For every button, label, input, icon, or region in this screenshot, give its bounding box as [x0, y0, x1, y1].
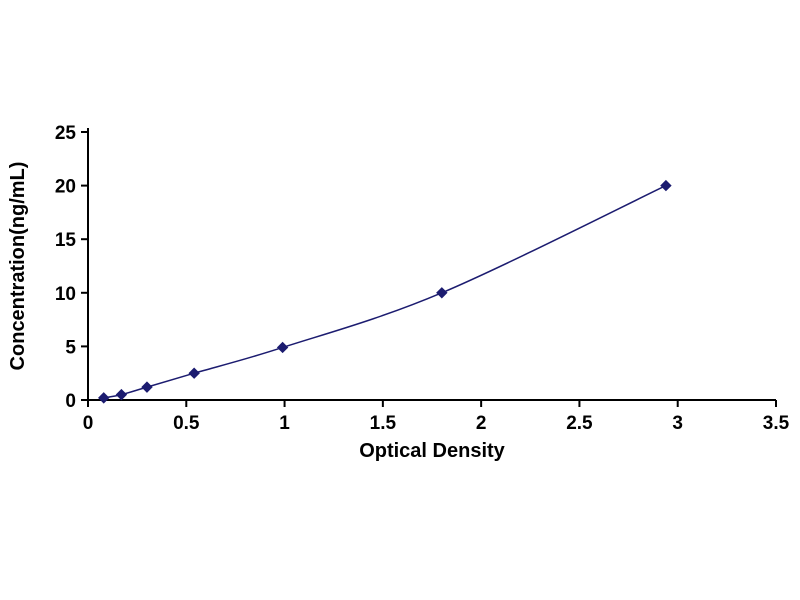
- data-point-marker: [98, 392, 110, 404]
- x-axis-label: Optical Density: [359, 440, 505, 462]
- data-point-marker: [141, 381, 153, 393]
- y-axis-label: Concentration(ng/mL): [7, 162, 29, 371]
- data-point-marker: [115, 388, 128, 401]
- y-tick-label: 0: [65, 391, 76, 412]
- data-point-marker: [276, 341, 289, 354]
- x-tick-label: 2.5: [566, 413, 593, 434]
- x-tick-label: 0.5: [173, 413, 200, 434]
- x-tick-label: 3: [672, 413, 683, 434]
- data-point-marker: [188, 367, 200, 379]
- plot-area: 0 0.5 1 1.5 2 2.5 3 3.5 0 5 10 15 20 25: [55, 123, 790, 434]
- y-tick-label: 15: [55, 230, 77, 251]
- x-tick-label: 0: [83, 413, 94, 434]
- x-tick-label: 3.5: [763, 413, 790, 434]
- data-point-marker: [436, 287, 448, 299]
- y-tick-label: 25: [55, 123, 77, 144]
- x-tick-label: 1.5: [370, 413, 397, 434]
- data-point-marker: [660, 179, 672, 192]
- y-tick-label: 10: [55, 284, 76, 305]
- x-tick-label: 1: [279, 413, 290, 434]
- series-line: [103, 184, 667, 399]
- y-tick-label: 20: [55, 177, 76, 198]
- y-tick-label: 5: [65, 337, 76, 358]
- x-tick-label: 2: [476, 413, 487, 434]
